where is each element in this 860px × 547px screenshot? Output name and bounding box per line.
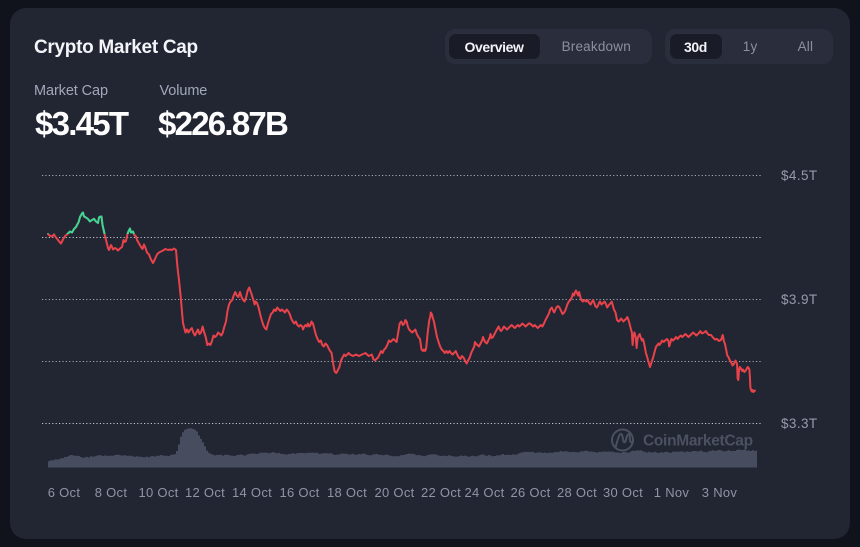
svg-text:12 Oct: 12 Oct — [185, 485, 225, 500]
svg-text:1 Nov: 1 Nov — [654, 485, 690, 500]
svg-text:22 Oct: 22 Oct — [421, 485, 461, 500]
svg-text:14 Oct: 14 Oct — [232, 485, 272, 500]
svg-text:3 Nov: 3 Nov — [702, 485, 738, 500]
svg-text:$3.3T: $3.3T — [781, 416, 818, 431]
svg-text:26 Oct: 26 Oct — [510, 485, 550, 500]
svg-text:6 Oct: 6 Oct — [48, 485, 81, 500]
svg-text:8 Oct: 8 Oct — [95, 485, 128, 500]
svg-text:$3.9T: $3.9T — [781, 292, 818, 307]
svg-text:18 Oct: 18 Oct — [327, 485, 367, 500]
svg-text:24 Oct: 24 Oct — [464, 485, 504, 500]
svg-text:10 Oct: 10 Oct — [138, 485, 178, 500]
svg-text:28 Oct: 28 Oct — [557, 485, 597, 500]
svg-text:16 Oct: 16 Oct — [279, 485, 319, 500]
svg-text:$4.5T: $4.5T — [781, 168, 818, 183]
svg-text:30 Oct: 30 Oct — [603, 485, 643, 500]
svg-text:20 Oct: 20 Oct — [374, 485, 414, 500]
svg-text:CoinMarketCap: CoinMarketCap — [643, 433, 753, 450]
